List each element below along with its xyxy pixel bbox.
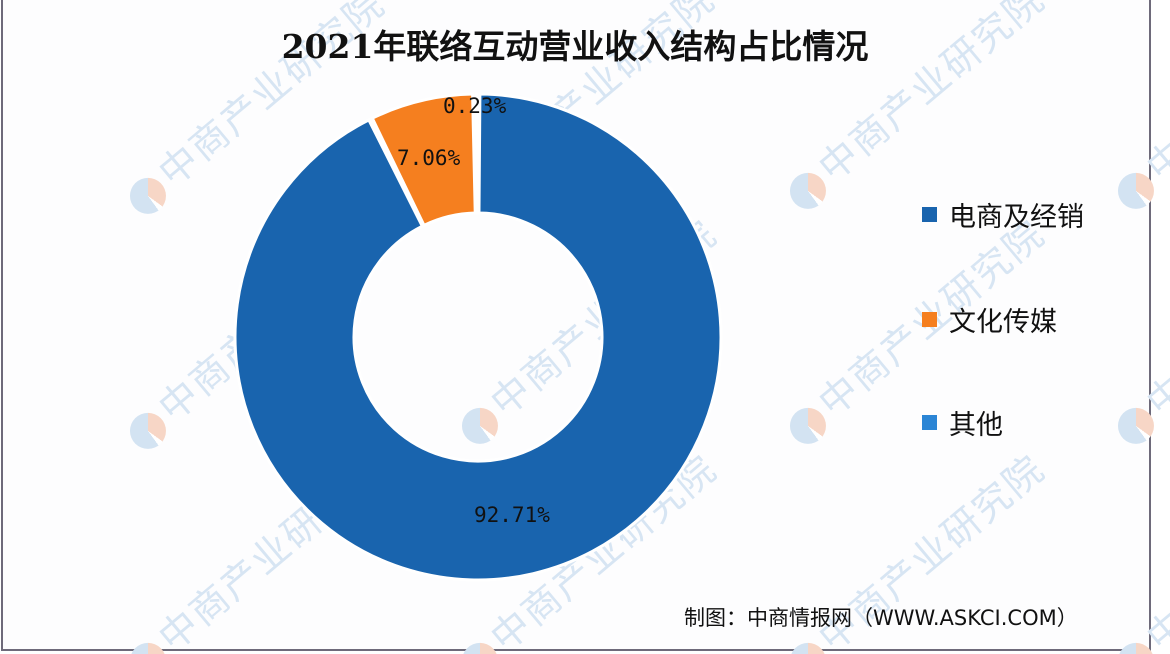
- legend-swatch-icon: [922, 312, 937, 327]
- legend-label: 其他: [949, 410, 1003, 441]
- legend-item-ecommerce[interactable]: 电商及经销: [922, 195, 1084, 234]
- legend-label: 文化传媒: [949, 307, 1057, 338]
- slice-culture-media[interactable]: [370, 92, 477, 228]
- data-label-other: 0.23%: [443, 94, 507, 118]
- slice-ecommerce[interactable]: [233, 92, 723, 582]
- slice-other[interactable]: [474, 92, 479, 215]
- data-label-ecommerce: 92.71%: [474, 503, 550, 527]
- legend-swatch-icon: [922, 415, 937, 430]
- source-note: 制图：中商情报网（WWW.ASKCI.COM）: [684, 606, 1078, 630]
- legend-label: 电商及经销: [949, 202, 1084, 233]
- data-label-culture-media: 7.06%: [397, 146, 461, 170]
- chart-title: 2021年联络互动营业收入结构占比情况: [281, 27, 869, 66]
- donut-slices: [233, 92, 723, 582]
- legend-swatch-icon: [922, 207, 937, 222]
- legend-item-culture-media[interactable]: 文化传媒: [922, 300, 1057, 339]
- legend-item-other[interactable]: 其他: [922, 403, 1003, 442]
